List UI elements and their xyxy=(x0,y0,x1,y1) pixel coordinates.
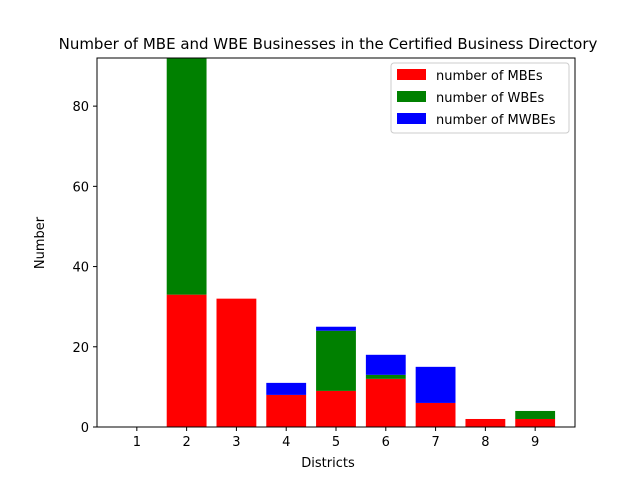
legend-swatch-mwbe xyxy=(397,113,426,124)
legend-frame xyxy=(390,62,570,134)
bar-district-3-series-0 xyxy=(216,298,257,427)
y-tick-label: 80 xyxy=(72,100,89,115)
y-tick-label: 60 xyxy=(72,180,89,195)
bar-district-5-series-2 xyxy=(316,326,356,331)
x-tick-label: 7 xyxy=(431,435,439,450)
bar-district-8-series-0 xyxy=(465,418,506,427)
bar-district-7-series-0 xyxy=(415,402,456,427)
legend: number of MBEs number of WBEs number of … xyxy=(390,62,570,134)
y-tick-label: 0 xyxy=(81,421,89,436)
legend-label-wbe: number of WBEs xyxy=(436,91,545,106)
x-axis: 1 2 3 4 5 6 7 8 9 xyxy=(133,427,539,450)
legend-label-mwbe: number of MWBEs xyxy=(436,113,556,128)
y-axis-label: Number xyxy=(33,216,48,269)
x-tick-label: 3 xyxy=(232,435,240,450)
x-tick-label: 2 xyxy=(182,435,190,450)
bar-district-9-series-1 xyxy=(515,410,556,419)
x-tick-label: 5 xyxy=(332,435,340,450)
bar-district-6-series-1 xyxy=(365,374,406,379)
bar-district-5-series-1 xyxy=(316,330,356,391)
y-tick-label: 20 xyxy=(72,341,89,356)
bar-district-2-series-1 xyxy=(166,58,207,295)
x-tick-label: 4 xyxy=(282,435,290,450)
bar-district-7-series-2 xyxy=(415,366,456,403)
bar-district-4-series-0 xyxy=(266,394,307,427)
x-tick-label: 6 xyxy=(382,435,390,450)
bar-district-9-series-0 xyxy=(515,418,556,427)
x-tick-label: 9 xyxy=(531,435,539,450)
bar-district-6-series-2 xyxy=(365,354,406,375)
y-tick-label: 40 xyxy=(72,261,89,276)
legend-swatch-wbe xyxy=(397,91,426,102)
chart-title: Number of MBE and WBE Businesses in the … xyxy=(59,35,598,53)
legend-label-mbe: number of MBEs xyxy=(436,69,543,84)
x-axis-label: Districts xyxy=(301,456,355,471)
x-tick-label: 1 xyxy=(133,435,141,450)
bar-district-2-series-0 xyxy=(166,294,207,427)
y-axis: 0 20 40 60 80 xyxy=(72,100,97,436)
bar-district-5-series-0 xyxy=(316,390,356,427)
bar-district-6-series-0 xyxy=(365,378,406,427)
legend-swatch-mbe xyxy=(397,69,426,80)
x-tick-label: 8 xyxy=(481,435,489,450)
bars-layer xyxy=(166,58,556,427)
bar-district-4-series-2 xyxy=(266,382,307,395)
